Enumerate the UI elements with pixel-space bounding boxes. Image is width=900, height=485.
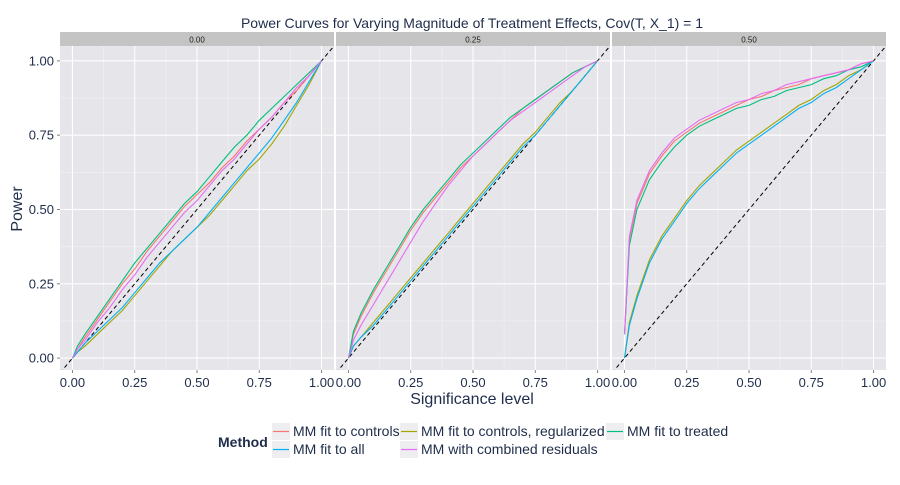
x-tick-label: 0.50 xyxy=(184,375,209,390)
legend-label: MM fit to all xyxy=(293,441,365,457)
x-tick-label: 0.00 xyxy=(612,375,637,390)
x-tick-label: 1.00 xyxy=(585,375,610,390)
chart-title: Power Curves for Varying Magnitude of Tr… xyxy=(241,15,703,31)
legend-title: Method xyxy=(218,434,268,450)
panel-strip-label: 0.25 xyxy=(465,36,481,45)
legend-label: MM fit to treated xyxy=(627,423,728,439)
x-tick-label: 0.25 xyxy=(398,375,423,390)
series-line xyxy=(623,60,874,359)
reference-line xyxy=(61,46,334,370)
panels-layer: 0.000.00 0.25 0.50 0.75 1.000.000.250.500.75… xyxy=(29,32,886,390)
legend-item: MM fit to controls, regularized xyxy=(400,423,605,440)
x-tick-label: 0.75 xyxy=(523,375,548,390)
panel-strip xyxy=(336,32,610,46)
x-tick-label: 1.00 xyxy=(309,375,334,390)
legend-item: MM with combined residuals xyxy=(400,441,598,458)
panel-0.25: 0.25 0.00 0.25 0.50 0.75 1.00 xyxy=(336,32,610,390)
legend-item: MM fit to all xyxy=(272,441,365,458)
series-line xyxy=(347,60,598,359)
reference-line xyxy=(337,46,610,370)
series-line xyxy=(347,60,598,359)
series-line xyxy=(71,60,322,359)
panel-strip xyxy=(612,32,886,46)
x-tick-label: 0.75 xyxy=(799,375,824,390)
panel-strip-label: 0.00 xyxy=(189,36,205,45)
y-tick-label: 0.75 xyxy=(29,128,54,143)
x-tick-label: 0.00 xyxy=(60,375,85,390)
x-tick-label: 0.25 xyxy=(122,375,147,390)
series-line xyxy=(623,60,874,359)
x-tick-label: 1.00 xyxy=(861,375,886,390)
x-tick-label: 0.25 xyxy=(674,375,699,390)
panel-strip xyxy=(60,32,334,46)
legend: Method MM fit to controls MM fit to contro… xyxy=(218,423,728,458)
panel-strip-label: 0.50 xyxy=(741,36,757,45)
x-tick-label: 0.75 xyxy=(247,375,272,390)
panel-0.50: 0.50 0.00 0.25 0.50 0.75 1.00 xyxy=(612,32,886,390)
series-line xyxy=(623,60,874,335)
series-line xyxy=(623,60,874,335)
x-tick-label: 0.50 xyxy=(736,375,761,390)
y-tick-label: 0.00 xyxy=(29,351,54,366)
x-tick-label: 0.00 xyxy=(336,375,361,390)
legend-label: MM fit to controls, regularized xyxy=(421,423,605,439)
series-line xyxy=(347,60,598,359)
reference-line xyxy=(613,46,886,370)
legend-item: MM fit to treated xyxy=(606,423,728,440)
legend-label: MM fit to controls xyxy=(293,423,400,439)
x-axis-label: Significance level xyxy=(410,391,534,408)
legend-item: MM fit to controls xyxy=(272,423,400,440)
panel-0.00: 0.00 0.00 0.25 0.50 0.75 1.00 0.00 0.25 0.50 0.75… xyxy=(29,32,334,390)
y-tick-label: 1.00 xyxy=(29,53,54,68)
series-line xyxy=(347,60,598,359)
y-tick-label: 0.50 xyxy=(29,202,54,217)
legend-label: MM with combined residuals xyxy=(421,441,598,457)
y-axis-label: Power xyxy=(9,186,26,232)
y-tick-label: 0.25 xyxy=(29,276,54,291)
x-tick-label: 0.50 xyxy=(460,375,485,390)
series-line xyxy=(72,60,322,359)
series-line xyxy=(72,60,322,359)
